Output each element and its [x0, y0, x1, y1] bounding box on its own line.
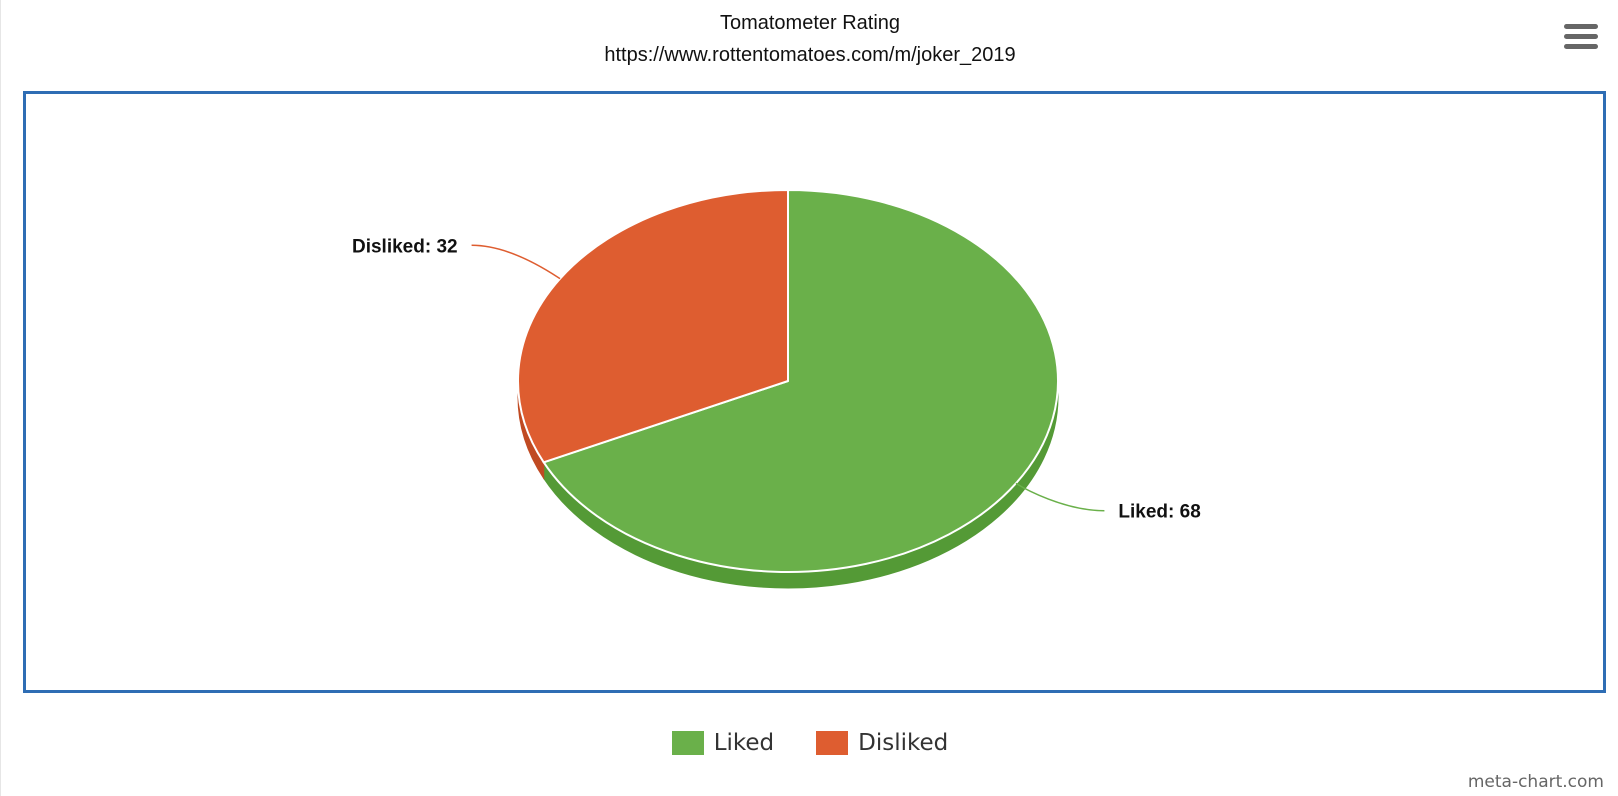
legend-swatch — [671, 731, 704, 755]
connector-liked — [1015, 482, 1105, 512]
pie-slice-disliked[interactable] — [517, 189, 789, 464]
credit-text: meta-chart.com — [1467, 772, 1604, 792]
hamburger-icon[interactable] — [1564, 24, 1598, 54]
legend-item-liked[interactable]: Liked — [671, 730, 775, 756]
legend-item-disliked[interactable]: Disliked — [816, 730, 948, 756]
legend-swatch — [816, 731, 849, 755]
legend-label: Disliked — [858, 730, 949, 756]
plot-area — [23, 91, 1606, 693]
chart-title: Tomatometer Rating — [719, 12, 901, 34]
pie-slice-liked[interactable] — [542, 189, 1059, 573]
legend: Liked Disliked — [1, 730, 1618, 756]
data-label-disliked: Disliked: 32 — [352, 236, 458, 257]
legend-label: Liked — [713, 730, 775, 756]
chart-subtitle: https://www.rottentomatoes.com/m/joker_2… — [604, 44, 1016, 66]
connector-disliked — [471, 244, 561, 280]
data-label-liked: Liked: 68 — [1118, 502, 1200, 523]
